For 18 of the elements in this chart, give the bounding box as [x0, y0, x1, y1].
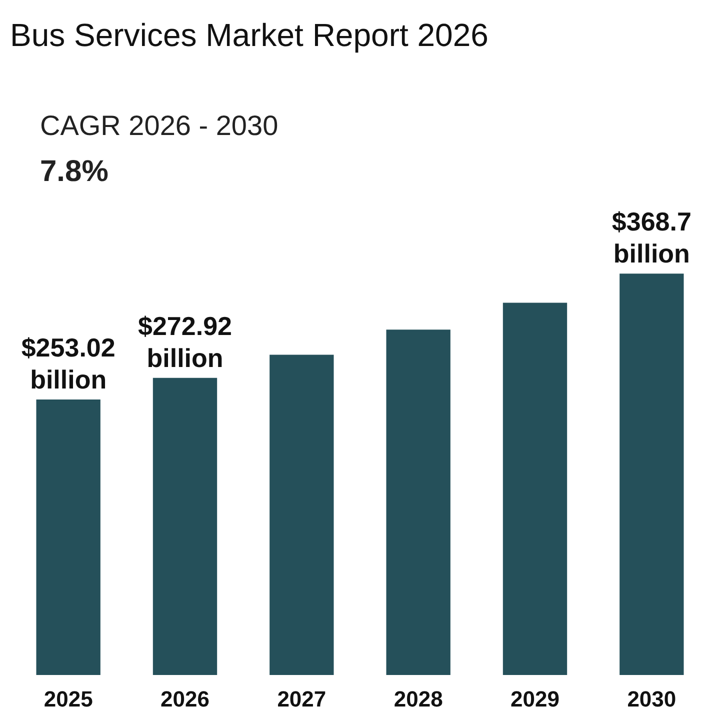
x-tick-label: 2029: [510, 686, 560, 712]
bar: [386, 330, 450, 675]
x-tick-label: 2028: [394, 686, 443, 712]
data-label: $272.92 billion: [138, 310, 232, 373]
text: 7.8%: [40, 155, 108, 188]
bar: [152, 378, 218, 675]
data-label: $253.02 billion: [21, 332, 116, 395]
bar: [36, 400, 100, 675]
x-tick-label: 2030: [627, 686, 676, 712]
x-tick-label: 2026: [160, 686, 210, 712]
bar: [502, 302, 568, 675]
bar: [270, 354, 334, 675]
x-tick-label: 2027: [277, 686, 326, 712]
x-tick-label: 2025: [44, 686, 93, 712]
bar: [620, 274, 684, 675]
text: CAGR 2026 - 2030: [40, 110, 278, 141]
data-label: $368.7 billion: [612, 206, 692, 269]
chart-title: Bus Services Market Report 2026: [10, 17, 488, 53]
